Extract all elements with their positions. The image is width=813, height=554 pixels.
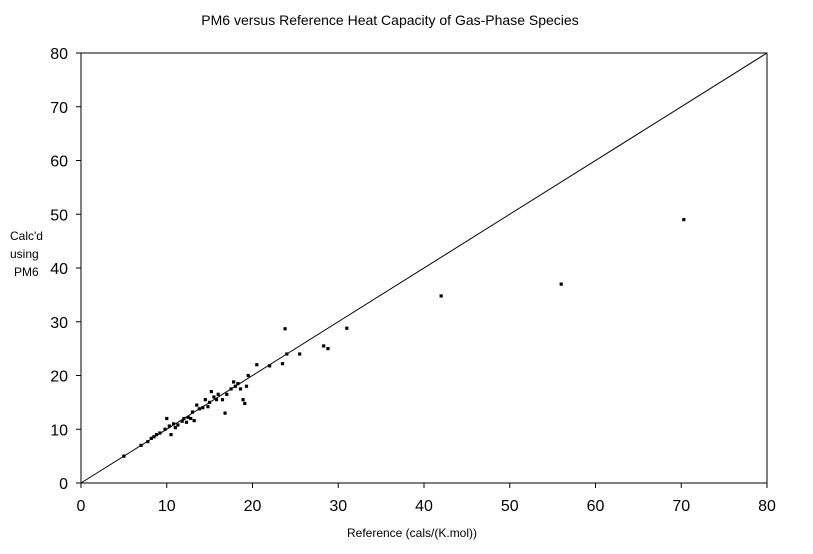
x-tick-label: 60 <box>587 498 605 515</box>
data-point <box>285 352 289 356</box>
data-point <box>345 326 349 330</box>
data-point <box>238 387 243 391</box>
y-tick-label: 20 <box>50 369 68 386</box>
data-point <box>298 352 302 356</box>
data-point <box>208 400 212 404</box>
data-point <box>149 436 153 440</box>
data-point <box>214 398 219 402</box>
data-point <box>682 218 686 222</box>
data-point <box>559 282 563 286</box>
data-point <box>268 364 272 368</box>
data-point <box>220 398 225 402</box>
identity-reference-line <box>80 52 768 484</box>
y-tick-label: 50 <box>50 207 68 224</box>
x-tick-label: 20 <box>244 498 262 515</box>
data-point <box>243 401 247 406</box>
data-point <box>209 390 213 394</box>
data-point <box>326 347 330 351</box>
data-point <box>232 380 236 384</box>
data-point <box>223 411 227 415</box>
data-point <box>322 344 326 348</box>
y-axis-label: Calc'd using PM6 <box>10 229 43 279</box>
x-tick-label: 50 <box>501 498 519 515</box>
data-point <box>172 422 176 426</box>
data-point <box>165 416 169 421</box>
chart-title: PM6 versus Reference Heat Capacity of Ga… <box>201 12 578 28</box>
data-point <box>233 384 237 388</box>
data-point <box>184 420 189 424</box>
data-point <box>201 406 205 410</box>
data-point <box>146 440 150 444</box>
data-point <box>158 431 162 435</box>
y-tick-label: 70 <box>50 100 68 117</box>
y-tick-label: 80 <box>50 46 68 63</box>
data-point <box>154 433 159 437</box>
x-tick-label: 80 <box>758 498 776 515</box>
data-point <box>152 435 156 439</box>
data-point <box>139 443 143 447</box>
data-point <box>203 398 207 402</box>
data-point <box>189 416 193 421</box>
x-tick-label: 10 <box>158 498 176 515</box>
data-point <box>244 384 249 388</box>
y-tick-label: 40 <box>50 261 68 278</box>
y-tick-label: 10 <box>50 422 68 439</box>
x-tick-label: 70 <box>672 498 690 515</box>
data-point <box>180 419 184 423</box>
x-tick-label: 40 <box>415 498 433 515</box>
data-point <box>212 395 216 399</box>
data-point <box>122 454 126 458</box>
y-axis: 0 10 20 30 40 50 60 70 80 <box>50 46 81 493</box>
x-tick-label: 0 <box>77 498 86 515</box>
x-tick-label: 30 <box>329 498 347 515</box>
data-point <box>216 392 220 396</box>
data-point <box>192 419 196 423</box>
data-point <box>182 416 186 421</box>
y-tick-label: 30 <box>50 315 68 332</box>
y-axis-label-line-2: using <box>10 247 39 261</box>
y-axis-label-line-3: PM6 <box>14 265 39 279</box>
data-point <box>197 407 201 411</box>
data-point <box>195 403 199 407</box>
data-point <box>283 327 287 331</box>
data-point <box>236 381 240 386</box>
x-axis-label: Reference (cals/(K.mol)) <box>347 526 477 540</box>
data-point <box>190 410 195 414</box>
data-point <box>229 387 233 391</box>
data-point <box>255 363 259 367</box>
y-tick-label: 60 <box>50 154 68 171</box>
data-point <box>176 423 180 427</box>
data-point <box>206 405 210 409</box>
data-point <box>186 415 190 420</box>
y-tick-label: 0 <box>59 476 68 493</box>
y-axis-label-line-1: Calc'd <box>10 229 43 243</box>
data-point <box>439 294 443 298</box>
data-point <box>173 426 177 430</box>
data-point <box>169 433 173 437</box>
data-point <box>225 392 229 396</box>
data-points <box>122 218 686 458</box>
data-point <box>246 373 250 378</box>
data-point <box>241 398 245 402</box>
data-point <box>163 427 167 431</box>
data-point <box>167 424 171 428</box>
x-axis: 0 10 20 30 40 50 60 70 80 <box>77 483 776 515</box>
data-point <box>280 362 285 366</box>
